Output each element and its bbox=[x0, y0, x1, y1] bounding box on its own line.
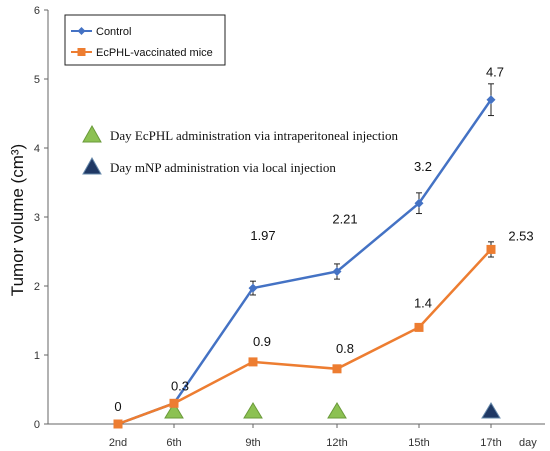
x-tick-label: 17th bbox=[480, 437, 501, 449]
y-tick-label: 4 bbox=[34, 143, 40, 155]
legend-box bbox=[64, 14, 226, 66]
axes bbox=[47, 10, 545, 425]
note-triangle-navy-icon bbox=[82, 156, 102, 175]
mnp-triangle-marker bbox=[481, 402, 501, 419]
y-tick-label: 3 bbox=[34, 212, 40, 224]
ecphl-point bbox=[414, 322, 424, 332]
y-axis-label: Tumor volume (cm³) bbox=[8, 144, 27, 296]
legend-marker-ecphl bbox=[77, 48, 86, 56]
legend: Control EcPHL-vaccinated mice bbox=[64, 14, 226, 66]
y-tick-label: 5 bbox=[34, 74, 40, 86]
ecphl-triangle-marker bbox=[327, 402, 347, 419]
annotation-markers bbox=[164, 402, 501, 419]
legend-label-ecphl: EcPHL-vaccinated mice bbox=[96, 47, 213, 59]
ecphl-point bbox=[113, 419, 123, 429]
ecphl-point bbox=[248, 357, 258, 367]
y-tick-label: 0 bbox=[34, 419, 40, 431]
ecphl-triangle-marker bbox=[164, 402, 184, 419]
y-tick-label: 6 bbox=[34, 5, 40, 17]
ecphl-line bbox=[117, 248, 492, 426]
ecphl-data-label: 0.9 bbox=[253, 334, 271, 349]
control-point bbox=[332, 267, 342, 277]
data-labels: 1.97 2.21 3.2 4.7 0 0.3 0.9 0.8 1.4 2.53 bbox=[114, 65, 533, 414]
ecphl-data-label: 0.8 bbox=[336, 341, 354, 356]
control-data-label: 3.2 bbox=[414, 159, 432, 174]
ecphl-data-label: 0.3 bbox=[171, 378, 189, 393]
control-data-label: 4.7 bbox=[486, 65, 504, 80]
x-axis-unit: day bbox=[519, 437, 537, 449]
y-ticks: 0 1 2 3 4 5 6 bbox=[34, 5, 48, 431]
control-data-label: 1.97 bbox=[250, 228, 275, 243]
note-triangle-green-icon bbox=[82, 124, 102, 143]
legend-marker-control bbox=[77, 27, 86, 35]
x-tick-label: 15th bbox=[408, 437, 429, 449]
x-tick-label: 9th bbox=[245, 437, 260, 449]
annotation-notes: Day EcPHL administration via intraperito… bbox=[82, 124, 398, 175]
control-data-label: 2.21 bbox=[332, 212, 357, 227]
ecphl-point bbox=[332, 364, 342, 374]
ecphl-data-label: 1.4 bbox=[414, 295, 432, 310]
note-ecphl-text: Day EcPHL administration via intraperito… bbox=[110, 128, 398, 143]
series-group bbox=[113, 83, 496, 429]
ecphl-data-label: 0 bbox=[114, 399, 121, 414]
control-point bbox=[248, 283, 258, 293]
y-tick-label: 1 bbox=[34, 350, 40, 362]
control-line bbox=[117, 98, 493, 426]
x-tick-label: 12th bbox=[326, 437, 347, 449]
legend-label-control: Control bbox=[96, 26, 131, 38]
control-point bbox=[414, 198, 424, 208]
x-tick-label: 2nd bbox=[109, 437, 127, 449]
ecphl-point bbox=[169, 398, 179, 408]
x-ticks: 2nd 6th 9th 12th 15th 17th bbox=[109, 424, 502, 449]
ecphl-triangle-marker bbox=[243, 402, 263, 419]
ecphl-data-label: 2.53 bbox=[508, 228, 533, 243]
y-tick-label: 2 bbox=[34, 281, 40, 293]
x-tick-label: 6th bbox=[166, 437, 181, 449]
ecphl-point bbox=[486, 244, 496, 254]
control-point bbox=[486, 95, 496, 105]
note-mnp-text: Day mNP administration via local injecti… bbox=[110, 160, 336, 175]
